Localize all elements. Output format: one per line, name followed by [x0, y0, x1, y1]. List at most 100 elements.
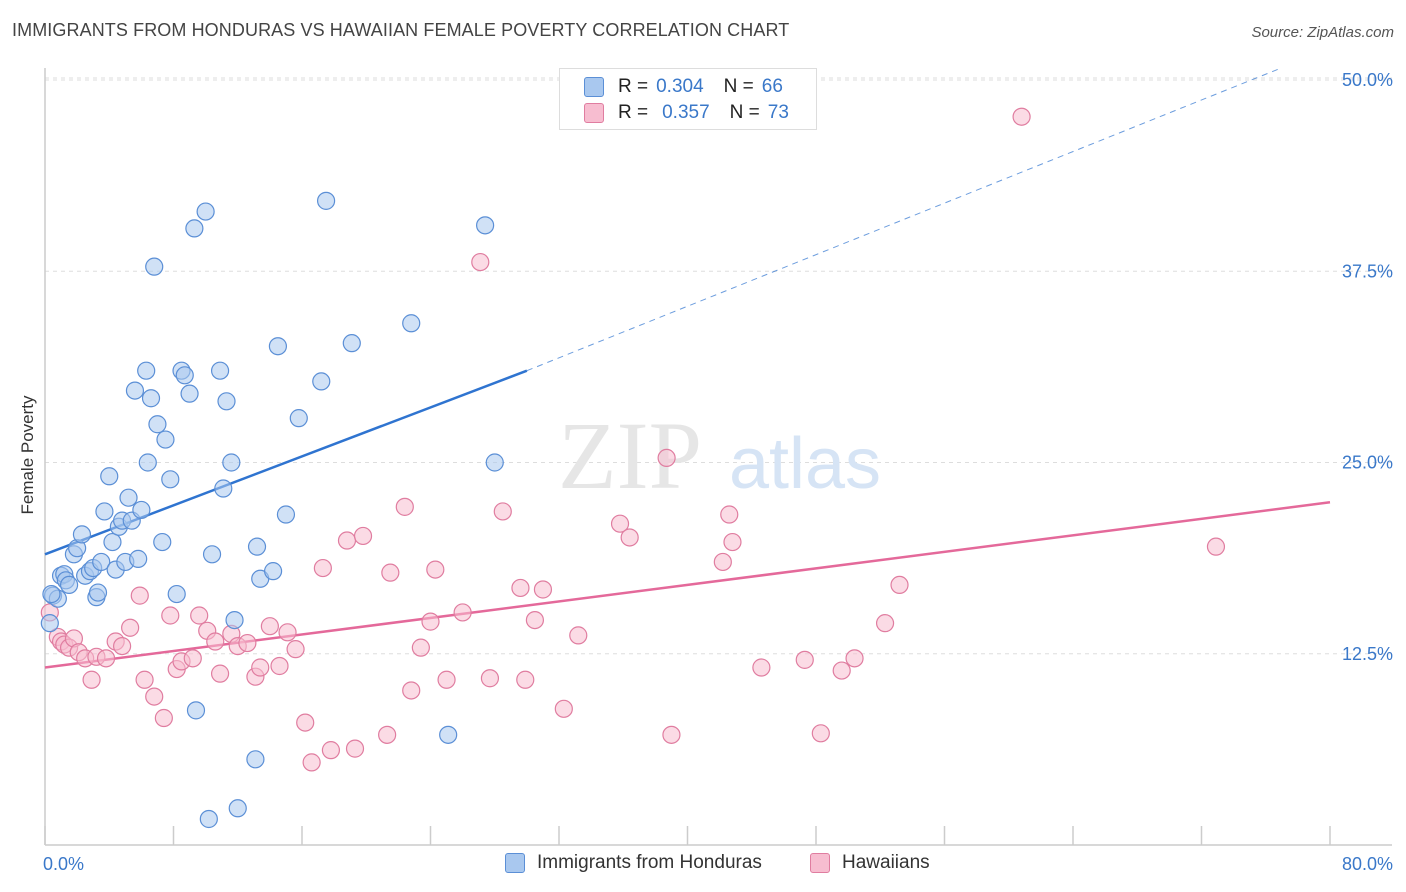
point-hawaiians [426, 560, 445, 579]
point-hawaiians [720, 505, 739, 524]
point-hawaiians [321, 741, 341, 760]
point-honduras [214, 479, 233, 498]
stats-row-hawaiians: R = 0.357 N = 73 [584, 101, 789, 125]
r-value: 0.357 [662, 102, 710, 123]
stats-row-honduras: R = 0.304 N = 66 [584, 75, 783, 99]
chart-title: IMMIGRANTS FROM HONDURAS VS HAWAIIAN FEM… [12, 20, 790, 40]
point-hawaiians [313, 558, 332, 578]
point-hawaiians [121, 618, 140, 637]
point-hawaiians [286, 640, 305, 659]
point-honduras [246, 750, 265, 769]
point-hawaiians [251, 658, 270, 677]
point-hawaiians [82, 670, 101, 689]
legend-label: Hawaiians [842, 852, 930, 873]
point-honduras [138, 453, 157, 472]
point-honduras [137, 361, 156, 380]
watermark: ZIP atlas [558, 402, 881, 509]
hawaiians-swatch [584, 103, 604, 123]
point-hawaiians [337, 531, 357, 550]
point-hawaiians [713, 552, 732, 572]
point-honduras [129, 549, 148, 568]
honduras-swatch [584, 77, 604, 97]
trend-extension-honduras [526, 67, 1282, 372]
axes [44, 68, 1392, 846]
point-honduras [148, 415, 167, 434]
point-honduras [132, 500, 151, 520]
point-honduras [196, 202, 215, 221]
point-honduras [88, 583, 108, 602]
point-honduras [312, 372, 331, 391]
point-hawaiians [437, 670, 456, 689]
point-honduras [228, 799, 247, 818]
tick-labels: 12.5% 25.0% 37.5% 50.0% 0.0% 80.0% [43, 70, 1393, 874]
point-hawaiians [145, 687, 164, 706]
legend-item-hawaiians[interactable]: Hawaiians [810, 852, 930, 874]
point-honduras [225, 610, 244, 630]
point-hawaiians [516, 670, 535, 689]
n-value: 73 [767, 102, 789, 123]
point-honduras [59, 575, 79, 595]
point-hawaiians [845, 649, 864, 668]
point-honduras [175, 366, 194, 385]
point-honduras [119, 488, 138, 507]
series-legend: Immigrants from Honduras Hawaiians [0, 852, 1406, 878]
data-points [40, 107, 1226, 829]
point-hawaiians [353, 526, 373, 546]
point-honduras [199, 809, 218, 829]
point-honduras [100, 467, 119, 486]
honduras-swatch [505, 853, 525, 873]
point-hawaiians [112, 636, 132, 656]
point-hawaiians [206, 632, 225, 651]
point-hawaiians [402, 681, 421, 700]
point-hawaiians [533, 580, 553, 599]
point-honduras [161, 470, 180, 489]
point-hawaiians [890, 575, 909, 595]
point-honduras [95, 502, 114, 521]
y-tick-label: 12.5% [1342, 644, 1393, 664]
point-hawaiians [96, 649, 116, 668]
point-hawaiians [610, 514, 630, 533]
point-hawaiians [130, 586, 149, 605]
point-honduras [141, 389, 161, 408]
point-hawaiians [296, 713, 315, 732]
point-hawaiians [260, 617, 279, 636]
hawaiians-swatch [810, 853, 830, 873]
point-honduras [145, 257, 164, 276]
y-tick-label: 25.0% [1342, 453, 1393, 473]
point-honduras [210, 361, 230, 380]
point-honduras [289, 409, 308, 428]
point-honduras [476, 216, 495, 235]
point-honduras [217, 392, 236, 411]
point-honduras [222, 453, 241, 472]
trend-lines [44, 67, 1331, 669]
point-hawaiians [525, 610, 545, 630]
point-honduras [263, 562, 283, 581]
point-honduras [202, 545, 222, 564]
point-hawaiians [345, 739, 365, 758]
point-honduras [180, 384, 199, 403]
point-honduras [316, 191, 336, 210]
point-hawaiians [411, 638, 430, 657]
point-honduras [40, 614, 59, 633]
point-hawaiians [875, 614, 895, 633]
point-hawaiians [752, 658, 771, 677]
point-hawaiians [480, 669, 500, 688]
point-honduras [485, 453, 504, 472]
watermark-zip: ZIP [558, 402, 702, 509]
point-honduras [276, 505, 296, 524]
point-hawaiians [183, 649, 202, 668]
r-label: R = [618, 76, 649, 97]
point-hawaiians [832, 661, 851, 680]
point-hawaiians [811, 724, 830, 743]
point-hawaiians [511, 578, 530, 598]
point-honduras [186, 701, 206, 720]
point-honduras [153, 532, 172, 552]
point-hawaiians [620, 528, 639, 547]
r-value: 0.304 [656, 76, 704, 97]
point-hawaiians [302, 753, 321, 772]
point-hawaiians [381, 563, 400, 582]
y-tick-label: 37.5% [1342, 261, 1393, 281]
legend-item-honduras[interactable]: Immigrants from Honduras [505, 852, 762, 874]
point-hawaiians [395, 497, 414, 516]
